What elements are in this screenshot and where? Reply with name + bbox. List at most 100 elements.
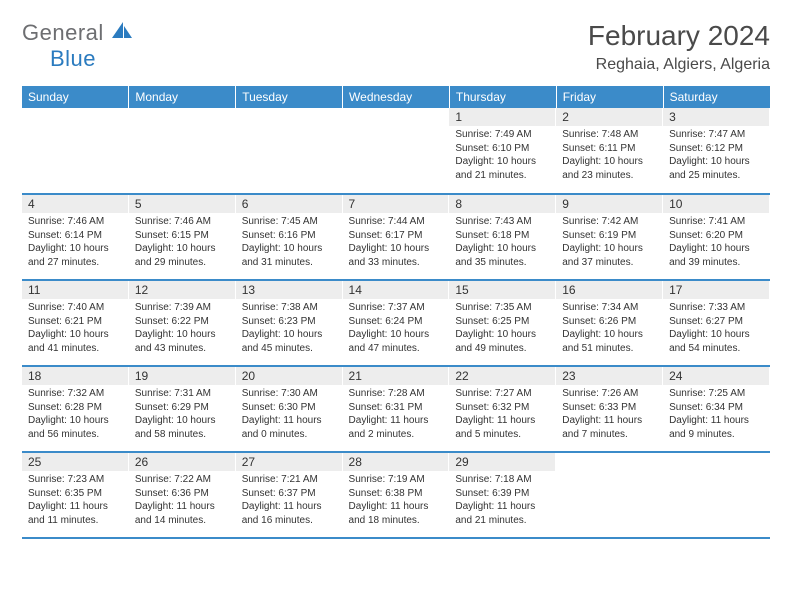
sunrise-line: Sunrise: 7:18 AM [455,473,550,487]
day-cell: 5Sunrise: 7:46 AMSunset: 6:15 PMDaylight… [129,194,236,280]
day-cell: 1Sunrise: 7:49 AMSunset: 6:10 PMDaylight… [449,108,556,194]
title-block: February 2024 Reghaia, Algiers, Algeria [588,20,770,74]
header: General Blue February 2024 Reghaia, Algi… [22,20,770,74]
logo-sail-icon [112,27,134,44]
day-cell: 19Sunrise: 7:31 AMSunset: 6:29 PMDayligh… [129,366,236,452]
day-content: Sunrise: 7:31 AMSunset: 6:29 PMDaylight:… [129,385,236,445]
day-cell: 15Sunrise: 7:35 AMSunset: 6:25 PMDayligh… [449,280,556,366]
day-content: Sunrise: 7:43 AMSunset: 6:18 PMDaylight:… [449,213,556,273]
day-cell: 6Sunrise: 7:45 AMSunset: 6:16 PMDaylight… [236,194,343,280]
daylight-line: Daylight: 10 hours and 51 minutes. [562,328,657,355]
week-row: 4Sunrise: 7:46 AMSunset: 6:14 PMDaylight… [22,194,770,280]
day-number: 4 [22,195,129,213]
logo: General Blue [22,20,134,72]
daylight-line: Daylight: 10 hours and 58 minutes. [135,414,230,441]
dow-header-wednesday: Wednesday [343,86,450,108]
day-cell: 7Sunrise: 7:44 AMSunset: 6:17 PMDaylight… [343,194,450,280]
day-cell: 4Sunrise: 7:46 AMSunset: 6:14 PMDaylight… [22,194,129,280]
week-row: 18Sunrise: 7:32 AMSunset: 6:28 PMDayligh… [22,366,770,452]
day-number: 16 [556,281,663,299]
sunset-line: Sunset: 6:12 PM [669,142,764,156]
day-number: 1 [449,108,556,126]
sunrise-line: Sunrise: 7:40 AM [28,301,123,315]
day-cell: 2Sunrise: 7:48 AMSunset: 6:11 PMDaylight… [556,108,663,194]
day-content: Sunrise: 7:21 AMSunset: 6:37 PMDaylight:… [236,471,343,531]
day-content: Sunrise: 7:41 AMSunset: 6:20 PMDaylight:… [663,213,770,273]
sunrise-line: Sunrise: 7:39 AM [135,301,230,315]
sunset-line: Sunset: 6:18 PM [455,229,550,243]
daylight-line: Daylight: 11 hours and 7 minutes. [562,414,657,441]
sunset-line: Sunset: 6:35 PM [28,487,123,501]
empty-daynum [129,108,236,126]
empty-daynum [556,453,663,471]
day-number: 19 [129,367,236,385]
day-content: Sunrise: 7:40 AMSunset: 6:21 PMDaylight:… [22,299,129,359]
day-cell: 20Sunrise: 7:30 AMSunset: 6:30 PMDayligh… [236,366,343,452]
daylight-line: Daylight: 10 hours and 31 minutes. [242,242,337,269]
sunrise-line: Sunrise: 7:46 AM [28,215,123,229]
empty-daynum [236,108,343,126]
daylight-line: Daylight: 11 hours and 18 minutes. [349,500,444,527]
day-cell: 28Sunrise: 7:19 AMSunset: 6:38 PMDayligh… [343,452,450,538]
day-cell: 13Sunrise: 7:38 AMSunset: 6:23 PMDayligh… [236,280,343,366]
sunrise-line: Sunrise: 7:49 AM [455,128,550,142]
dow-header-friday: Friday [556,86,663,108]
day-number: 2 [556,108,663,126]
day-cell [556,452,663,538]
day-number: 12 [129,281,236,299]
day-number: 24 [663,367,770,385]
dow-header-saturday: Saturday [663,86,770,108]
day-number: 3 [663,108,770,126]
day-number: 18 [22,367,129,385]
day-content: Sunrise: 7:42 AMSunset: 6:19 PMDaylight:… [556,213,663,273]
day-cell: 22Sunrise: 7:27 AMSunset: 6:32 PMDayligh… [449,366,556,452]
sunrise-line: Sunrise: 7:34 AM [562,301,657,315]
dow-header-monday: Monday [129,86,236,108]
day-content: Sunrise: 7:46 AMSunset: 6:14 PMDaylight:… [22,213,129,273]
sunset-line: Sunset: 6:19 PM [562,229,657,243]
daylight-line: Daylight: 11 hours and 21 minutes. [455,500,550,527]
dow-header-tuesday: Tuesday [236,86,343,108]
daylight-line: Daylight: 11 hours and 14 minutes. [135,500,230,527]
logo-text-blue: Blue [50,46,96,71]
dow-header-thursday: Thursday [449,86,556,108]
sunrise-line: Sunrise: 7:28 AM [349,387,444,401]
day-cell: 27Sunrise: 7:21 AMSunset: 6:37 PMDayligh… [236,452,343,538]
day-number: 5 [129,195,236,213]
day-content: Sunrise: 7:44 AMSunset: 6:17 PMDaylight:… [343,213,450,273]
day-of-week-row: SundayMondayTuesdayWednesdayThursdayFrid… [22,86,770,108]
day-number: 20 [236,367,343,385]
day-number: 7 [343,195,450,213]
daylight-line: Daylight: 10 hours and 56 minutes. [28,414,123,441]
daylight-line: Daylight: 10 hours and 33 minutes. [349,242,444,269]
day-content: Sunrise: 7:26 AMSunset: 6:33 PMDaylight:… [556,385,663,445]
day-cell: 17Sunrise: 7:33 AMSunset: 6:27 PMDayligh… [663,280,770,366]
day-content: Sunrise: 7:25 AMSunset: 6:34 PMDaylight:… [663,385,770,445]
calendar-body: 1Sunrise: 7:49 AMSunset: 6:10 PMDaylight… [22,108,770,538]
sunrise-line: Sunrise: 7:30 AM [242,387,337,401]
daylight-line: Daylight: 10 hours and 39 minutes. [669,242,764,269]
sunrise-line: Sunrise: 7:42 AM [562,215,657,229]
day-content: Sunrise: 7:30 AMSunset: 6:30 PMDaylight:… [236,385,343,445]
day-content: Sunrise: 7:37 AMSunset: 6:24 PMDaylight:… [343,299,450,359]
sunset-line: Sunset: 6:39 PM [455,487,550,501]
sunset-line: Sunset: 6:26 PM [562,315,657,329]
daylight-line: Daylight: 10 hours and 29 minutes. [135,242,230,269]
day-cell: 25Sunrise: 7:23 AMSunset: 6:35 PMDayligh… [22,452,129,538]
day-number: 6 [236,195,343,213]
day-cell: 26Sunrise: 7:22 AMSunset: 6:36 PMDayligh… [129,452,236,538]
sunrise-line: Sunrise: 7:41 AM [669,215,764,229]
sunrise-line: Sunrise: 7:35 AM [455,301,550,315]
day-cell: 21Sunrise: 7:28 AMSunset: 6:31 PMDayligh… [343,366,450,452]
day-number: 28 [343,453,450,471]
sunset-line: Sunset: 6:20 PM [669,229,764,243]
day-content: Sunrise: 7:27 AMSunset: 6:32 PMDaylight:… [449,385,556,445]
day-number: 27 [236,453,343,471]
day-content: Sunrise: 7:48 AMSunset: 6:11 PMDaylight:… [556,126,663,186]
empty-daynum [343,108,450,126]
day-cell: 3Sunrise: 7:47 AMSunset: 6:12 PMDaylight… [663,108,770,194]
sunset-line: Sunset: 6:29 PM [135,401,230,415]
day-cell [343,108,450,194]
sunrise-line: Sunrise: 7:25 AM [669,387,764,401]
daylight-line: Daylight: 11 hours and 11 minutes. [28,500,123,527]
